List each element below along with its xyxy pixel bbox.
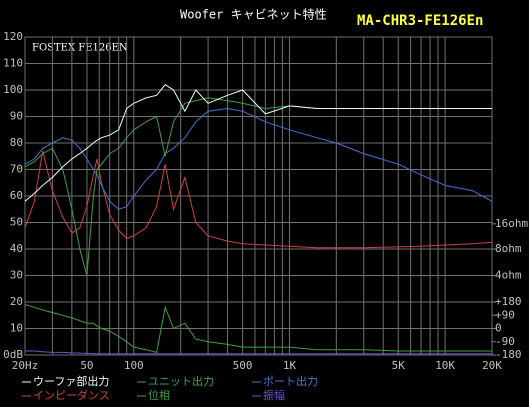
y2-tick-label: +180 [495,295,522,308]
y-tick-label: 40 [10,242,23,255]
x-tick-label: 5K [392,359,406,372]
y-tick-label: 30 [10,269,23,282]
legend-label: ユニット出力 [148,374,214,388]
y2-tick-label: -90 [495,335,515,348]
x-tick-label: 500 [233,359,253,372]
legend-label: 振幅 [263,388,285,402]
series-line [24,107,493,210]
legend-label: 位相 [148,388,170,402]
series-line [24,304,492,354]
series-line [24,150,493,249]
x-tick-label: 10K [435,359,455,372]
y-tick-label: 110 [3,57,23,70]
y-tick-label: 20 [10,295,23,308]
y2-tick-label: 8ohm [495,242,522,255]
legend-label: ポート出力 [263,374,318,388]
y-tick-label: 80 [10,136,23,149]
y2-tick-label: 0 [495,322,502,335]
model-name: MA-CHR3-FE126En [357,13,483,29]
series-line [25,350,492,355]
y-tick-label: 120 [3,30,23,43]
legend-label: ウーファ部出力 [33,374,109,388]
y2-tick-label: -180 [495,348,522,361]
y2-tick-label: +90 [495,308,515,321]
series-line [24,84,492,202]
x-tick-label: 1K [283,359,297,372]
y-tick-label: 60 [10,189,23,202]
y2-tick-label: 16ohm [495,217,528,230]
y-tick-label: 90 [10,110,23,123]
x-tick-label: 20K [482,359,502,372]
x-tick-label: 50 [80,359,93,372]
y-tick-label: 100 [3,83,23,96]
x-tick-label: 20Hz [12,359,39,372]
x-tick-label: 100 [124,359,144,372]
y-tick-label: 0dB [3,348,23,361]
y-tick-label: 10 [10,322,23,335]
legend-label: インピーダンス [33,388,110,402]
chart-title: Woofer キャビネット特性 [180,7,327,22]
y2-tick-label: 4ohm [495,269,522,282]
y-tick-label: 50 [10,216,23,229]
annotation: FOSTEX FE126EN [32,43,128,54]
y-tick-label: 70 [10,163,23,176]
